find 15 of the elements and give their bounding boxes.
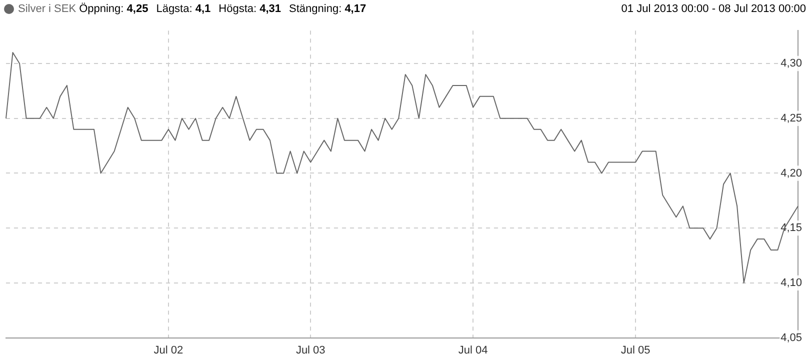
y-tick-label: 4,20 bbox=[780, 167, 802, 180]
y-tick-label: 4,05 bbox=[780, 332, 802, 344]
x-tick-label: Jul 04 bbox=[458, 344, 488, 356]
x-tick-label: Jul 05 bbox=[620, 344, 650, 356]
y-tick-label: 4,10 bbox=[780, 276, 802, 289]
legend-label: Silver i SEK bbox=[18, 3, 76, 15]
chart-subtitle: 01 Jul 2013 00:00 - 08 Jul 2013 00:00 bbox=[621, 3, 806, 15]
text: Öppning: 4,25 bbox=[79, 3, 148, 15]
y-tick-label: 4,30 bbox=[780, 58, 802, 70]
text: Lägsta: 4,1 bbox=[156, 3, 211, 15]
text: Högsta: 4,31 bbox=[218, 3, 282, 15]
y-tick-label: 4,25 bbox=[780, 112, 802, 124]
x-tick-label: Jul 02 bbox=[154, 344, 184, 356]
x-tick-label: Jul 03 bbox=[296, 344, 326, 356]
text: Stängning: 4,17 bbox=[289, 3, 366, 15]
